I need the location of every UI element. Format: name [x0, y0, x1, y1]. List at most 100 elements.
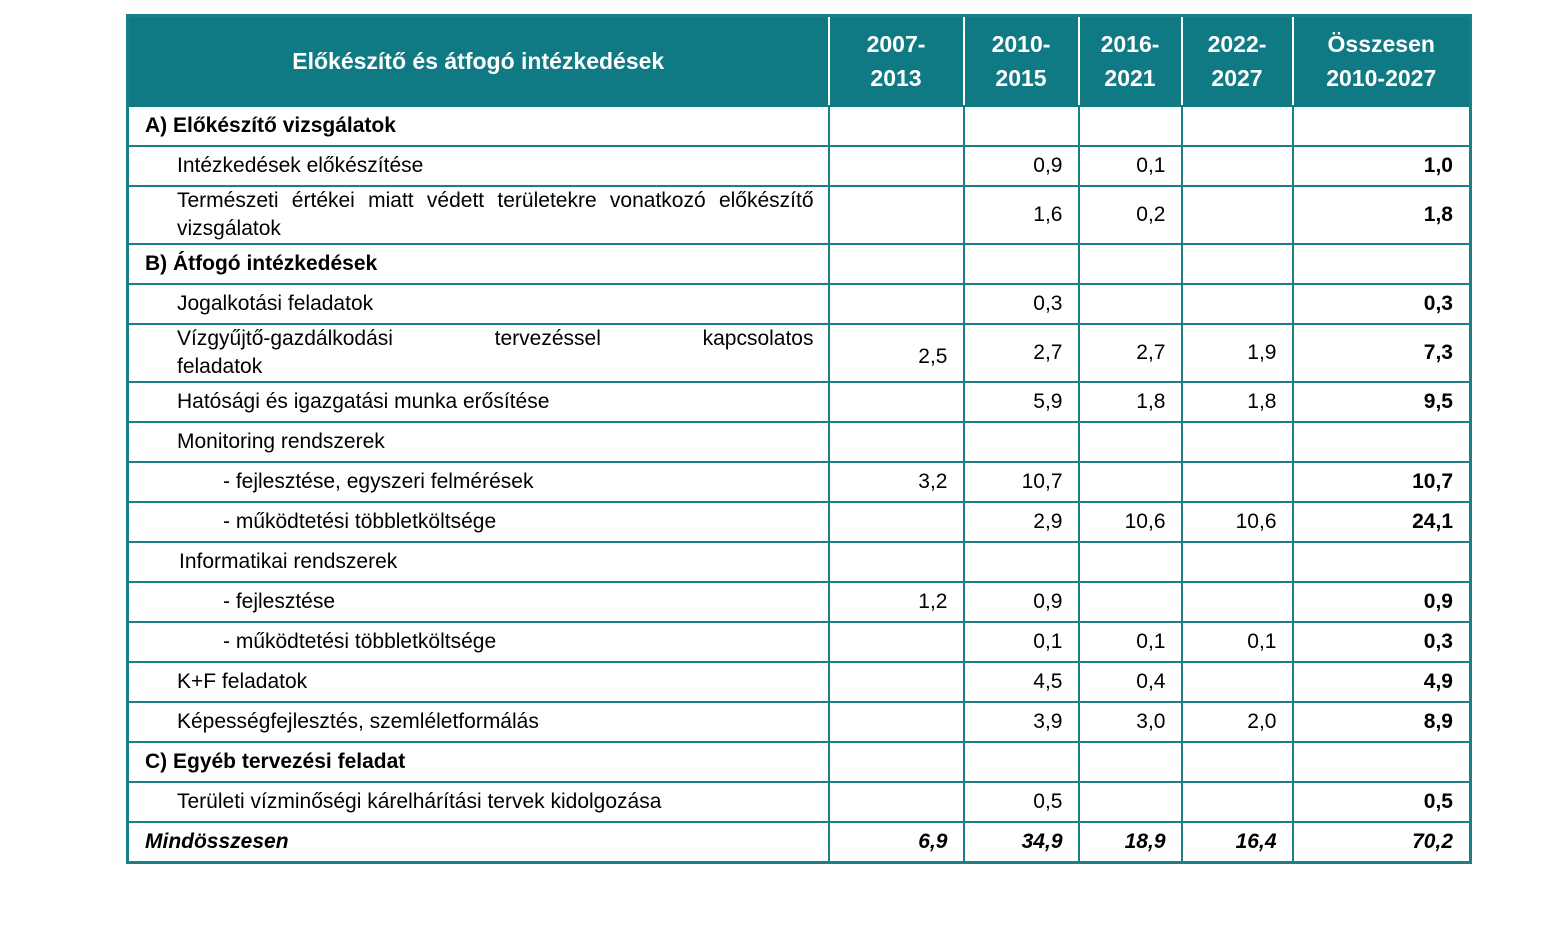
cell-2022-2027 — [1180, 421, 1294, 463]
row-label: Természeti értékei miatt védett területe… — [126, 185, 830, 245]
row-label: Jogalkotási feladatok — [126, 283, 830, 325]
cell-2010-2015: 0,9 — [962, 581, 1080, 623]
cell-2016-2021: 0,1 — [1077, 145, 1183, 187]
cell-2010-2015: 0,9 — [962, 145, 1080, 187]
cell-2016-2021 — [1077, 243, 1183, 285]
cell-2016-2021 — [1077, 461, 1183, 503]
cell-2007-2013 — [827, 661, 965, 703]
cell-2007-2013: 1,2 — [827, 581, 965, 623]
header-col-total: Összesen 2010-2027 — [1291, 14, 1472, 107]
cell-2007-2013 — [827, 421, 965, 463]
row-label: - működtetési többletköltsége — [126, 621, 830, 663]
header-col-total-line1: Összesen — [1327, 31, 1435, 57]
cell-2010-2015: 10,7 — [962, 461, 1080, 503]
cell-2010-2015 — [962, 741, 1080, 783]
cell-total: 9,5 — [1291, 381, 1472, 423]
cell-2022-2027 — [1180, 185, 1294, 245]
header-col-2010-2015-line2: 2015 — [995, 65, 1047, 91]
cell-2022-2027: 1,9 — [1180, 323, 1294, 383]
cell-2010-2015 — [962, 105, 1080, 147]
cell-total: 70,2 — [1291, 821, 1472, 864]
cell-total: 10,7 — [1291, 461, 1472, 503]
row-label-word: kapcsolatos — [702, 327, 814, 350]
row-label: Informatikai rendszerek — [126, 541, 830, 583]
cell-total: 1,8 — [1291, 185, 1472, 245]
cell-2016-2021 — [1077, 421, 1183, 463]
cell-2010-2015 — [962, 541, 1080, 583]
cell-2022-2027 — [1180, 461, 1294, 503]
cell-2007-2013 — [827, 781, 965, 823]
row-label: Vízgyűjtő-gazdálkodási tervezéssel kapcs… — [126, 323, 830, 383]
cell-2010-2015: 0,1 — [962, 621, 1080, 663]
header-col-2022-2027: 2022- 2027 — [1180, 14, 1294, 107]
cell-2010-2015: 2,7 — [962, 323, 1080, 383]
header-col-2016-2021-line2: 2021 — [1104, 65, 1156, 91]
header-col-2010-2015: 2010- 2015 — [962, 14, 1080, 107]
cell-2010-2015: 0,5 — [962, 781, 1080, 823]
table-row: Jogalkotási feladatok 0,3 0,3 — [126, 283, 1472, 325]
cell-2007-2013 — [827, 741, 965, 783]
cell-2022-2027 — [1180, 283, 1294, 325]
cell-2016-2021: 3,0 — [1077, 701, 1183, 743]
row-label-line1: Vízgyűjtő-gazdálkodási tervezéssel kapcs… — [177, 325, 814, 353]
row-label-word: Vízgyűjtő-gazdálkodási — [177, 327, 393, 350]
row-label: - fejlesztése — [126, 581, 830, 623]
cell-2007-2013 — [827, 381, 965, 423]
header-col-2007-2013-line2: 2013 — [870, 65, 922, 91]
header-col-2007-2013-line1: 2007- — [866, 31, 926, 57]
cell-total: 0,9 — [1291, 581, 1472, 623]
grand-total-label: Mindösszesen — [126, 821, 830, 864]
cell-2016-2021: 18,9 — [1077, 821, 1183, 864]
table-row: - működtetési többletköltsége 0,1 0,1 0,… — [126, 621, 1472, 663]
cell-total: 0,3 — [1291, 621, 1472, 663]
header-title: Előkészítő és átfogó intézkedések — [126, 14, 830, 107]
cell-2007-2013: 3,2 — [827, 461, 965, 503]
cell-total: 0,5 — [1291, 781, 1472, 823]
row-label: Monitoring rendszerek — [126, 421, 830, 463]
cell-2010-2015: 0,3 — [962, 283, 1080, 325]
cell-2022-2027: 2,0 — [1180, 701, 1294, 743]
cell-total — [1291, 541, 1472, 583]
row-label: - működtetési többletköltsége — [126, 501, 830, 543]
section-row-c: C) Egyéb tervezési feladat — [126, 741, 1472, 783]
cell-2010-2015: 5,9 — [962, 381, 1080, 423]
cell-2022-2027: 10,6 — [1180, 501, 1294, 543]
cell-2022-2027 — [1180, 581, 1294, 623]
row-label: A) Előkészítő vizsgálatok — [126, 105, 830, 147]
cell-2007-2013 — [827, 541, 965, 583]
cell-total: 8,9 — [1291, 701, 1472, 743]
cell-2007-2013: 2,5 — [827, 323, 965, 383]
row-label-word: tervezéssel — [494, 327, 601, 350]
cell-2016-2021 — [1077, 781, 1183, 823]
table-row: K+F feladatok 4,5 0,4 4,9 — [126, 661, 1472, 703]
table-row: Területi vízminőségi kárelhárítási terve… — [126, 781, 1472, 823]
cell-2007-2013 — [827, 701, 965, 743]
header-col-2016-2021: 2016- 2021 — [1077, 14, 1183, 107]
row-label: Hatósági és igazgatási munka erősítése — [126, 381, 830, 423]
cell-2016-2021: 0,2 — [1077, 185, 1183, 245]
cell-2007-2013 — [827, 243, 965, 285]
table-row: - fejlesztése, egyszeri felmérések 3,2 1… — [126, 461, 1472, 503]
cell-2007-2013 — [827, 145, 965, 187]
cell-2022-2027 — [1180, 243, 1294, 285]
header-col-2007-2013: 2007- 2013 — [827, 14, 965, 107]
section-row-a: A) Előkészítő vizsgálatok — [126, 105, 1472, 147]
cell-total: 7,3 — [1291, 323, 1472, 383]
table-header-row: Előkészítő és átfogó intézkedések 2007- 2… — [126, 14, 1472, 107]
cell-total: 0,3 — [1291, 283, 1472, 325]
cell-2010-2015: 3,9 — [962, 701, 1080, 743]
header-col-2022-2027-line2: 2027 — [1211, 65, 1263, 91]
cell-2016-2021 — [1077, 541, 1183, 583]
table-row: Képességfejlesztés, szemléletformálás 3,… — [126, 701, 1472, 743]
cell-2010-2015: 2,9 — [962, 501, 1080, 543]
row-label: Intézkedések előkészítése — [126, 145, 830, 187]
table-row: Természeti értékei miatt védett területe… — [126, 185, 1472, 245]
cell-total — [1291, 105, 1472, 147]
cell-2022-2027 — [1180, 781, 1294, 823]
row-label: B) Átfogó intézkedések — [126, 243, 830, 285]
table-row: - működtetési többletköltsége 2,9 10,6 1… — [126, 501, 1472, 543]
cell-2010-2015: 1,6 — [962, 185, 1080, 245]
cell-2007-2013: 6,9 — [827, 821, 965, 864]
cell-2022-2027 — [1180, 661, 1294, 703]
cell-2016-2021 — [1077, 741, 1183, 783]
